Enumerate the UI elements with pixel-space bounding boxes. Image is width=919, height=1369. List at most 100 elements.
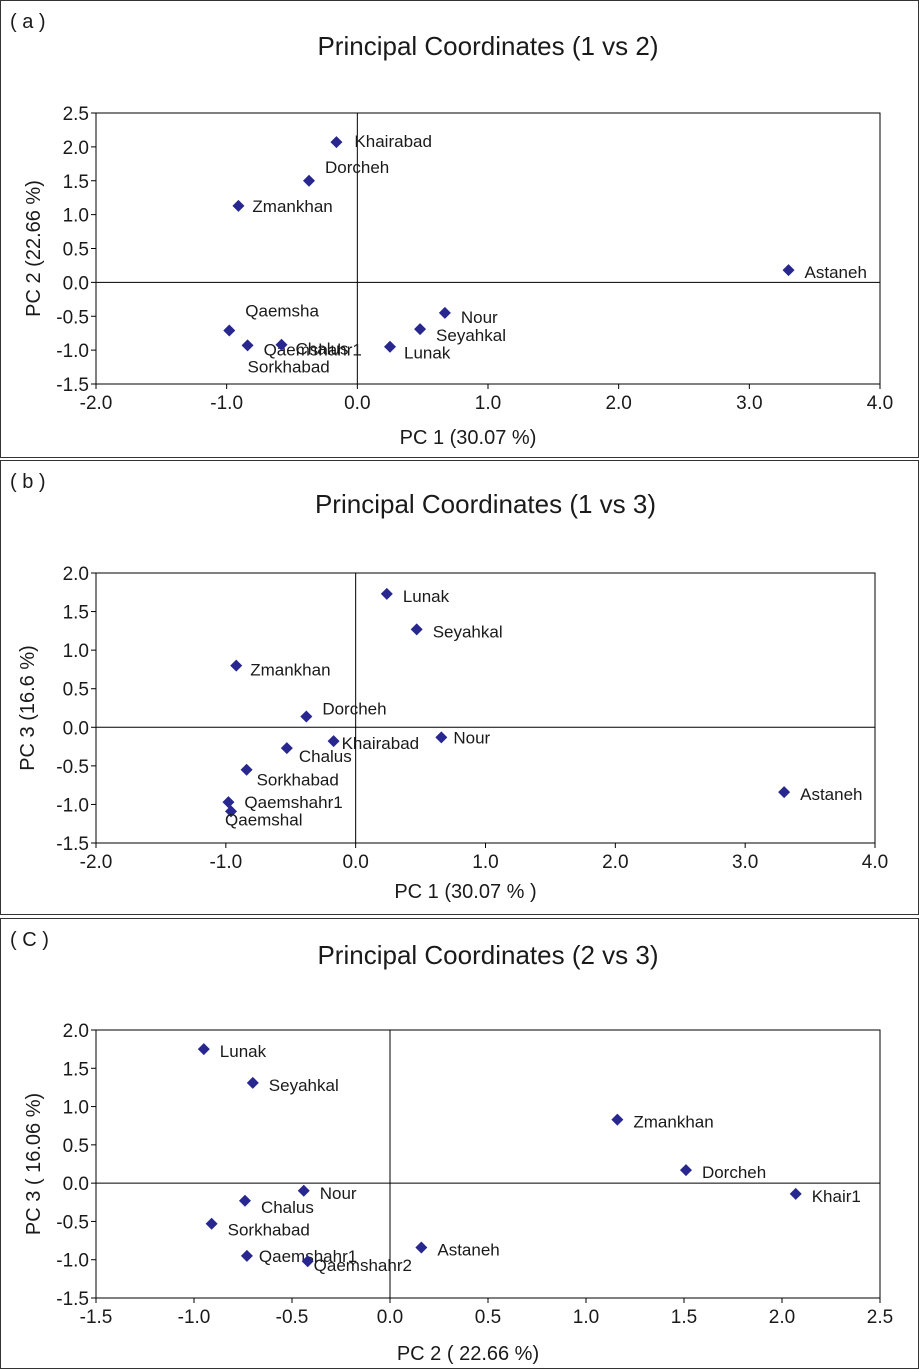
plot-area xyxy=(95,572,876,844)
data-point-sorkhabad xyxy=(240,763,253,776)
data-point-zmankhan xyxy=(232,199,245,212)
y-tick-label: -1.0 xyxy=(56,795,89,816)
data-point-dorcheh xyxy=(300,710,313,723)
data-point-khairabad xyxy=(327,735,340,748)
chart-title: Principal Coordinates (2 vs 3) xyxy=(317,940,658,970)
point-label: Astaneh xyxy=(800,785,862,804)
x-tick-label: 1.0 xyxy=(573,1307,599,1328)
point-label: Sorkhabad xyxy=(257,771,339,790)
y-tick-label: 1.5 xyxy=(63,1059,89,1080)
chart-title: Principal Coordinates (1 vs 3) xyxy=(315,489,656,519)
x-tick-label: 4.0 xyxy=(867,393,893,414)
x-axis-title: PC 2 ( 22.66 %) xyxy=(397,1343,539,1365)
y-axis-title: PC 3 (16.6 %) xyxy=(17,645,39,771)
panel-frame xyxy=(0,460,919,915)
y-tick-label: 2.5 xyxy=(63,104,89,125)
data-point-nour xyxy=(438,306,451,319)
x-axis-title: PC 1 (30.07 %) xyxy=(400,427,537,449)
data-point-dorcheh xyxy=(679,1164,692,1177)
point-label: Astaneh xyxy=(805,263,867,282)
point-label: Zmankhan xyxy=(252,197,332,216)
y-tick-label: -1.0 xyxy=(56,341,89,362)
data-point-zmankhan xyxy=(611,1113,624,1126)
data-point-lunak xyxy=(380,587,393,600)
x-tick-label: 1.0 xyxy=(472,852,498,873)
point-label: Astaneh xyxy=(437,1240,499,1259)
data-point-qaemshahr1 xyxy=(240,1249,253,1262)
data-point-chalus xyxy=(275,338,288,351)
y-tick-label: 0.0 xyxy=(63,718,89,739)
point-label: Lunak xyxy=(220,1042,267,1061)
data-point-chalus xyxy=(280,742,293,755)
y-tick-label: -0.5 xyxy=(56,757,89,778)
data-point-astaneh xyxy=(415,1241,428,1254)
y-tick-label: 2.0 xyxy=(63,564,89,585)
point-label: Lunak xyxy=(404,344,451,363)
point-label: Chalus xyxy=(261,1198,314,1217)
point-label: Qaemshahr1 xyxy=(264,340,362,359)
x-tick-label: 2.0 xyxy=(769,1307,795,1328)
panel-frame xyxy=(0,0,919,458)
y-tick-label: -1.5 xyxy=(56,834,89,855)
x-tick-label: 3.0 xyxy=(732,852,758,873)
x-tick-label: 1.0 xyxy=(475,393,501,414)
y-axis-title: PC 3 ( 16.06 %) xyxy=(23,1093,45,1235)
point-label: Nour xyxy=(320,1184,357,1203)
data-point-nour xyxy=(297,1184,310,1197)
x-tick-label: -2.0 xyxy=(80,393,113,414)
point-label: Seyahkal xyxy=(433,622,503,641)
data-point-qaemshahr1 xyxy=(222,796,235,809)
point-label: Khairabad xyxy=(342,734,420,753)
point-label: Zmankhan xyxy=(633,1113,713,1132)
panel-2: ( b )Principal Coordinates (1 vs 3)-2.0-… xyxy=(0,460,919,915)
panel-3: ( C ) Principal Coordinates (2 vs 3)-1.5-… xyxy=(0,918,919,1369)
data-point-astaneh xyxy=(782,264,795,277)
y-tick-label: 2.0 xyxy=(63,1021,89,1042)
data-point-sorkhabad xyxy=(205,1217,218,1230)
y-tick-label: 1.0 xyxy=(63,641,89,662)
panel-label: ( b ) xyxy=(10,471,46,493)
data-point-chalus xyxy=(238,1194,251,1207)
x-tick-label: 3.0 xyxy=(736,393,762,414)
x-tick-label: 0.0 xyxy=(377,1307,403,1328)
point-label: Zmankhan xyxy=(250,661,330,680)
x-tick-label: -2.0 xyxy=(80,852,113,873)
x-tick-label: -1.0 xyxy=(209,852,242,873)
panel-1: ( a ) Principal Coordinates (1 vs 2) -2.0 -… xyxy=(0,0,919,458)
point-label: Qaemshahr2 xyxy=(314,1256,412,1275)
point-label: Lunak xyxy=(403,587,450,606)
y-tick-label: -1.5 xyxy=(56,1289,89,1310)
point-label: Dorcheh xyxy=(325,158,389,177)
data-point-zmankhan xyxy=(230,659,243,672)
x-tick-label: -1.5 xyxy=(80,1307,113,1328)
point-label: Dorcheh xyxy=(322,699,386,718)
point-label: Chalus xyxy=(296,340,349,359)
point-label: Nour xyxy=(453,728,490,747)
y-tick-label: 0.0 xyxy=(63,273,89,294)
point-label: Qaemsha xyxy=(245,301,319,320)
point-label: Seyahkal xyxy=(436,326,506,345)
y-tick-label: -0.5 xyxy=(56,1212,89,1233)
data-point-astaneh xyxy=(778,786,791,799)
data-point-lunak xyxy=(197,1043,210,1056)
data-point-seyahkal xyxy=(246,1076,259,1089)
data-point-qaemshal xyxy=(225,805,238,818)
point-label: Dorcheh xyxy=(702,1163,766,1182)
data-point-dorcheh xyxy=(302,174,315,187)
chart-title: Principal Coordinates (1 vs 2) xyxy=(317,31,658,61)
x-tick-label: -1.0 xyxy=(210,393,243,414)
y-axis-title: PC 2 (22.66 %) xyxy=(23,180,45,317)
x-tick-label: 2.0 xyxy=(605,393,631,414)
x-tick-label: -1.0 xyxy=(178,1307,211,1328)
data-point-khair1 xyxy=(789,1187,802,1200)
panel-label: ( a ) xyxy=(10,11,46,33)
point-label: Chalus xyxy=(299,747,352,766)
data-point-seyahkal xyxy=(410,623,423,636)
panel-label: ( C ) xyxy=(10,929,49,951)
y-tick-label: 1.5 xyxy=(63,603,89,624)
data-point-lunak xyxy=(384,340,396,353)
panel-frame xyxy=(0,918,919,1369)
data-point-qaemsha xyxy=(223,324,236,337)
point-label: Seyahkal xyxy=(269,1076,339,1095)
